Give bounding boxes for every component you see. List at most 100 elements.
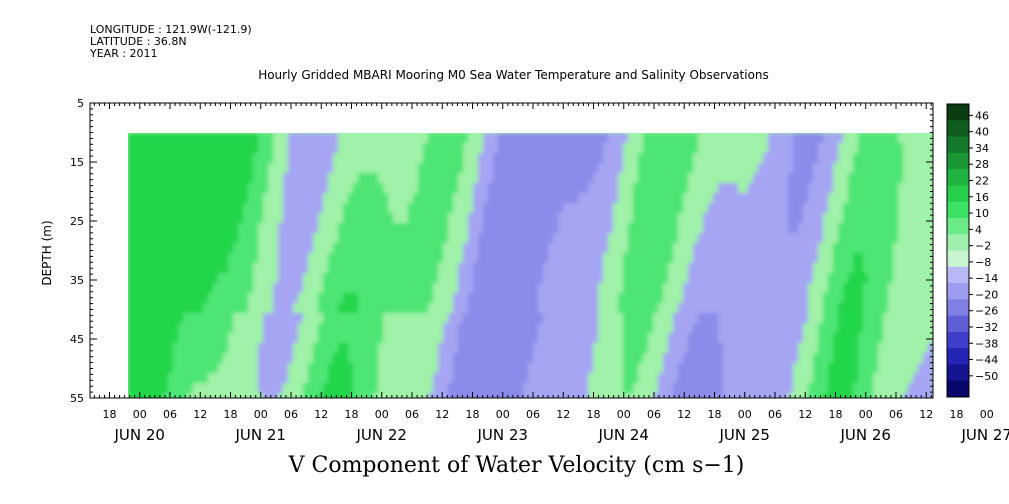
heatmap-cell — [368, 383, 374, 394]
heatmap-cell — [723, 253, 729, 264]
heatmap-cell — [508, 303, 514, 314]
heatmap-cell — [708, 243, 714, 254]
heatmap-cell — [833, 373, 839, 384]
heatmap-cell — [788, 383, 794, 394]
heatmap-cell — [608, 373, 614, 384]
heatmap-cell — [373, 383, 379, 394]
heatmap-cell — [618, 363, 624, 374]
heatmap-cell — [793, 333, 799, 344]
heatmap-cell — [658, 383, 664, 394]
heatmap-cell — [403, 273, 409, 284]
heatmap-cell — [148, 313, 154, 324]
heatmap-cell — [643, 383, 649, 394]
heatmap-cell — [598, 153, 604, 164]
heatmap-cell — [518, 303, 524, 314]
heatmap-cell — [663, 173, 669, 184]
heatmap-cell — [478, 303, 484, 314]
heatmap-cell — [693, 203, 699, 214]
heatmap-cell — [278, 173, 284, 184]
heatmap-cell — [733, 343, 739, 354]
heatmap-cell — [138, 183, 144, 194]
heatmap-cell — [338, 393, 344, 398]
heatmap-cell — [163, 173, 169, 184]
heatmap-cell — [823, 333, 829, 344]
heatmap-cell — [518, 173, 524, 184]
heatmap-cell — [248, 163, 254, 174]
heatmap-cell — [218, 363, 224, 374]
heatmap-cell — [703, 263, 709, 274]
heatmap-cell — [328, 373, 334, 384]
heatmap-cell — [138, 173, 144, 184]
colorbar-label: −32 — [975, 321, 998, 334]
heatmap-cell — [168, 323, 174, 334]
heatmap-cell — [628, 273, 634, 284]
heatmap-cell — [558, 163, 564, 174]
heatmap-cell — [343, 373, 349, 384]
heatmap-cell — [603, 273, 609, 284]
heatmap-cell — [563, 173, 569, 184]
heatmap-cell — [683, 363, 689, 374]
heatmap-cell — [498, 343, 504, 354]
heatmap-cell — [433, 353, 439, 364]
heatmap-cell — [368, 263, 374, 274]
heatmap-cell — [233, 153, 239, 164]
heatmap-cell — [358, 353, 364, 364]
heatmap-cell — [918, 313, 924, 324]
heatmap-cell — [243, 373, 249, 384]
x-hour-label: 12 — [435, 408, 449, 421]
heatmap-cell — [203, 333, 209, 344]
heatmap-cell — [358, 163, 364, 174]
heatmap-cell — [143, 283, 149, 294]
heatmap-cell — [483, 383, 489, 394]
heatmap-cell — [623, 153, 629, 164]
heatmap-cell — [408, 383, 414, 394]
heatmap-cell — [398, 333, 404, 344]
heatmap-cell — [203, 163, 209, 174]
heatmap-cell — [803, 353, 809, 364]
heatmap-cell — [663, 293, 669, 304]
heatmap-cell — [633, 223, 639, 234]
heatmap-cell — [153, 223, 159, 234]
heatmap-cell — [183, 273, 189, 284]
heatmap-cell — [338, 303, 344, 314]
heatmap-cell — [813, 343, 819, 354]
heatmap-cell — [243, 333, 249, 344]
heatmap-cell — [888, 243, 894, 254]
heatmap-cell — [173, 183, 179, 194]
heatmap-cell — [413, 263, 419, 274]
heatmap-cell — [683, 273, 689, 284]
heatmap-cell — [338, 233, 344, 244]
heatmap-cell — [273, 263, 279, 274]
heatmap-cell — [488, 233, 494, 244]
heatmap-cell — [413, 343, 419, 354]
heatmap-cell — [638, 193, 644, 204]
heatmap-cell — [343, 263, 349, 274]
heatmap-cell — [918, 143, 924, 154]
heatmap-cell — [553, 303, 559, 314]
heatmap-cell — [308, 253, 314, 264]
heatmap-cell — [553, 363, 559, 374]
heatmap-cell — [188, 363, 194, 374]
heatmap-cell — [463, 253, 469, 264]
heatmap-cell — [408, 233, 414, 244]
heatmap-cell — [538, 243, 544, 254]
heatmap-cell — [508, 183, 514, 194]
heatmap-cell — [563, 293, 569, 304]
heatmap-cell — [598, 393, 604, 398]
heatmap-cell — [448, 353, 454, 364]
heatmap-cell — [518, 363, 524, 374]
heatmap-cell — [433, 263, 439, 274]
heatmap-cell — [578, 223, 584, 234]
heatmap-cell — [368, 333, 374, 344]
heatmap-cell — [258, 293, 264, 304]
heatmap-cell — [148, 183, 154, 194]
heatmap-cell — [578, 203, 584, 214]
heatmap-cell — [843, 303, 849, 314]
heatmap-cell — [363, 173, 369, 184]
heatmap-cell — [523, 383, 529, 394]
heatmap-cell — [283, 193, 289, 204]
heatmap-cell — [613, 283, 619, 294]
heatmap-cell — [163, 323, 169, 334]
heatmap-cell — [433, 163, 439, 174]
colorbar-swatch — [947, 299, 969, 317]
